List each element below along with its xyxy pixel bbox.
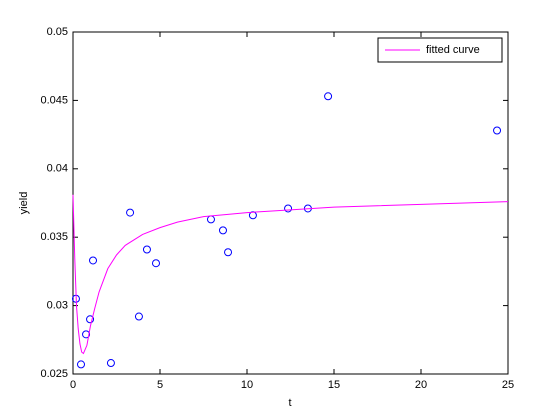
point [324, 92, 333, 101]
point [126, 208, 135, 217]
y-tick-label: 0.03 [47, 300, 68, 312]
x-tick-label: 15 [328, 379, 340, 391]
point [493, 126, 502, 135]
point [284, 204, 293, 213]
point [86, 315, 95, 324]
point [224, 248, 233, 257]
point [82, 330, 91, 339]
point [134, 312, 143, 321]
x-tick-label: 5 [157, 379, 163, 391]
x-tick-label: 20 [415, 379, 427, 391]
plot-area [73, 32, 508, 374]
x-axis-label: t [288, 397, 291, 409]
point [142, 245, 151, 254]
point [77, 360, 86, 369]
y-tick-label: 0.045 [40, 94, 68, 106]
x-tick-label: 0 [70, 379, 76, 391]
line [72, 194, 509, 355]
y-tick-label: 0.035 [40, 231, 68, 243]
y-tick-label: 0.04 [47, 163, 68, 175]
x-tick-label: 25 [502, 379, 514, 391]
x-tick-label: 10 [241, 379, 253, 391]
point [89, 256, 98, 265]
y-tick-label: 0.025 [40, 368, 68, 380]
point [218, 226, 227, 235]
y-tick-label: 0.05 [47, 26, 68, 38]
y-axis-label: yield [18, 192, 30, 215]
point [106, 359, 115, 368]
legend-label: fitted curve [426, 44, 480, 56]
point [151, 259, 160, 268]
